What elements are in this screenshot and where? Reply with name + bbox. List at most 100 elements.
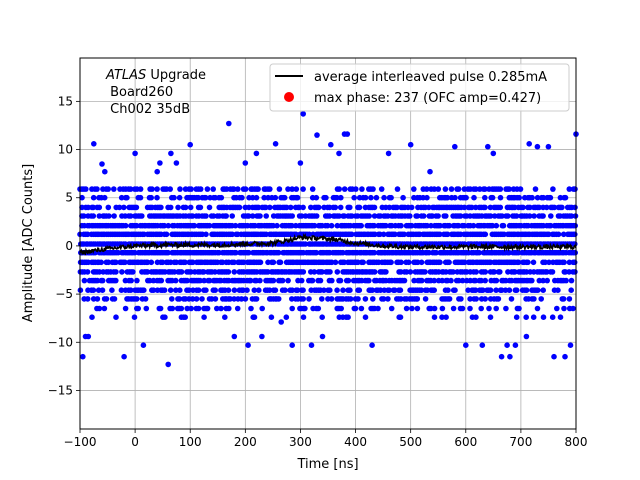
sample-point bbox=[411, 277, 417, 284]
sample-point bbox=[479, 342, 486, 349]
sample-point bbox=[512, 342, 519, 349]
sample-point bbox=[525, 259, 531, 266]
sample-point bbox=[249, 213, 256, 219]
sample-point bbox=[523, 287, 530, 294]
sample-point bbox=[137, 186, 144, 192]
sample-point bbox=[485, 143, 491, 150]
sample-point bbox=[371, 222, 378, 229]
sample-point bbox=[204, 305, 211, 312]
sample-point bbox=[560, 231, 567, 238]
sample-point bbox=[506, 287, 513, 294]
sample-point bbox=[96, 204, 103, 211]
sample-point bbox=[497, 194, 504, 201]
sample-point bbox=[526, 141, 532, 147]
sample-point bbox=[274, 222, 280, 229]
sample-point bbox=[171, 194, 177, 201]
sample-point bbox=[130, 269, 136, 275]
sample-point bbox=[159, 259, 166, 266]
plot-frame bbox=[79, 57, 577, 430]
sample-point bbox=[132, 150, 138, 157]
sample-point bbox=[121, 204, 127, 211]
annotation-italic: ATLAS bbox=[105, 68, 146, 83]
sample-point bbox=[128, 277, 134, 284]
sample-point bbox=[101, 194, 108, 201]
sample-point bbox=[378, 186, 385, 192]
x-axis-label: Time [ns] bbox=[296, 457, 358, 472]
sample-point bbox=[143, 305, 150, 312]
sample-point bbox=[80, 353, 86, 360]
sample-point bbox=[300, 314, 307, 321]
sample-point bbox=[311, 222, 318, 229]
sample-point bbox=[317, 277, 324, 284]
sample-point bbox=[557, 314, 564, 321]
sample-point bbox=[534, 143, 541, 150]
sample-point bbox=[570, 305, 576, 312]
sample-point bbox=[568, 277, 575, 284]
sample-point bbox=[165, 361, 171, 368]
sample-point bbox=[499, 213, 505, 219]
sample-point bbox=[187, 141, 193, 148]
sample-point bbox=[437, 259, 443, 266]
sample-point bbox=[461, 259, 468, 266]
sample-point bbox=[231, 296, 237, 302]
sample-point bbox=[279, 277, 286, 284]
sample-point bbox=[431, 305, 438, 312]
sample-point bbox=[300, 111, 307, 117]
sample-point bbox=[195, 287, 202, 294]
sample-point bbox=[239, 194, 245, 201]
sample-point bbox=[493, 287, 499, 294]
sample-point bbox=[141, 287, 147, 294]
sample-point bbox=[246, 249, 252, 256]
sample-point bbox=[203, 213, 209, 219]
sample-point bbox=[113, 277, 119, 284]
sample-point bbox=[309, 277, 316, 284]
sample-point bbox=[411, 186, 417, 192]
sample-point bbox=[328, 222, 335, 229]
sample-point bbox=[259, 333, 265, 340]
sample-point bbox=[253, 194, 260, 201]
sample-point bbox=[105, 186, 111, 192]
sample-point bbox=[150, 287, 157, 294]
sample-point bbox=[227, 296, 233, 302]
sample-point bbox=[439, 277, 446, 284]
sample-point bbox=[443, 314, 449, 321]
sample-point bbox=[111, 296, 118, 302]
sample-point bbox=[554, 305, 560, 312]
sample-point bbox=[319, 333, 326, 340]
sample-point bbox=[176, 296, 183, 302]
sample-point bbox=[517, 186, 524, 192]
sample-point bbox=[480, 287, 486, 294]
sample-point bbox=[487, 314, 494, 321]
sample-point bbox=[572, 231, 578, 238]
sample-point bbox=[470, 222, 477, 229]
sample-point bbox=[229, 231, 236, 238]
sample-point bbox=[422, 269, 428, 275]
x-tick-label: 600 bbox=[454, 435, 477, 449]
sample-point bbox=[134, 296, 140, 302]
sample-point bbox=[473, 314, 479, 321]
sample-point bbox=[135, 305, 141, 312]
sample-point bbox=[334, 194, 340, 201]
sample-point bbox=[231, 259, 237, 266]
sample-point bbox=[551, 204, 558, 211]
annotation-line3: Ch002 35dB bbox=[106, 102, 190, 117]
sample-point bbox=[137, 194, 144, 201]
sample-point bbox=[448, 277, 454, 284]
sample-point bbox=[476, 249, 483, 256]
sample-point bbox=[353, 186, 359, 192]
sample-point bbox=[81, 213, 87, 219]
sample-point bbox=[482, 269, 489, 275]
sample-point bbox=[512, 269, 518, 275]
sample-point bbox=[371, 249, 378, 256]
sample-point bbox=[113, 259, 119, 266]
sample-point bbox=[540, 213, 546, 219]
sample-point bbox=[182, 204, 189, 211]
sample-point bbox=[422, 296, 429, 302]
sample-point bbox=[555, 231, 562, 238]
sample-point bbox=[275, 249, 282, 256]
x-tick-label: 400 bbox=[344, 435, 367, 449]
sample-point bbox=[105, 204, 112, 211]
sample-point bbox=[472, 277, 479, 284]
sample-point bbox=[497, 269, 503, 275]
sample-point bbox=[408, 204, 415, 211]
